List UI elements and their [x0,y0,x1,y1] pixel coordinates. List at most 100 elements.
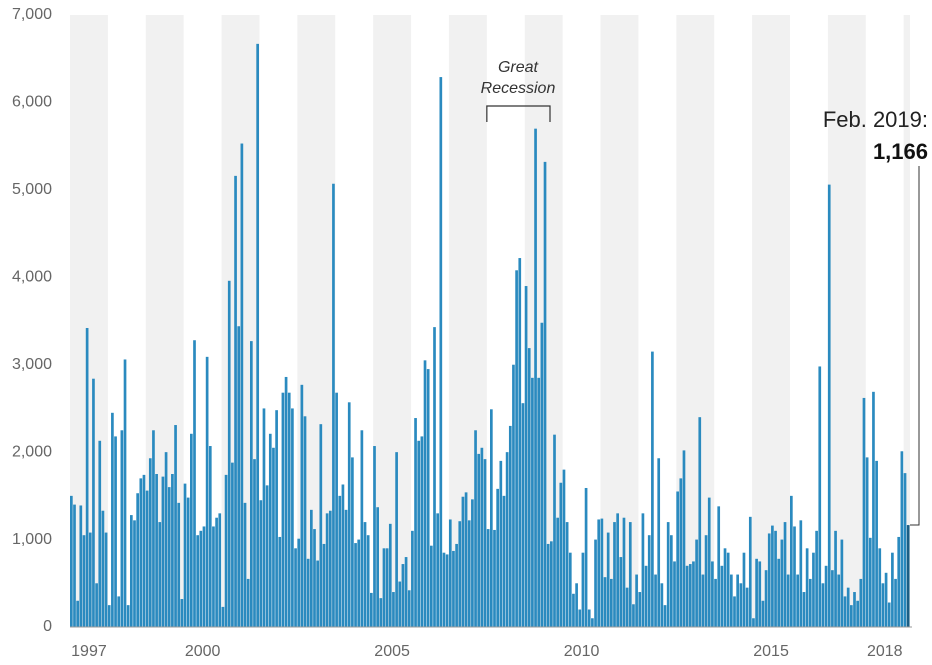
bar [670,535,673,627]
bar [726,552,730,627]
bar [373,446,376,627]
bar [755,558,758,627]
bar [341,484,345,627]
bar [550,541,553,627]
bar [287,392,291,627]
bar [777,558,781,627]
bar [439,77,443,628]
bar [878,548,882,627]
bar [464,492,468,627]
bar [215,517,218,627]
bar [837,574,841,627]
bar [799,520,803,627]
bar [208,446,212,627]
bar [164,452,168,627]
bar [651,351,654,627]
year-band [373,15,412,627]
bar [272,447,275,627]
bar [831,570,834,627]
bar [827,184,831,627]
y-tick-label: 4,000 [12,269,52,286]
bar [117,596,121,627]
bar [455,543,458,627]
bar [458,521,462,627]
bar [597,519,601,627]
bar [480,447,484,627]
bar [291,408,294,627]
bar [344,509,348,627]
bar [767,533,771,627]
bar [619,557,623,627]
year-band [600,15,639,627]
bar [486,529,490,627]
bar [891,552,894,627]
bar [644,565,648,627]
bar [717,506,721,627]
bar [748,516,752,627]
bar [531,377,534,627]
bar [707,497,711,627]
bar [875,460,878,627]
bar [139,478,143,627]
bar [666,522,670,627]
bar [92,378,95,627]
bar [448,519,452,627]
y-tick-label: 2,000 [12,443,52,460]
bar [556,517,559,627]
bar [474,430,477,627]
bar [265,485,269,627]
bar [313,529,316,627]
bar [515,270,518,627]
bar [546,543,550,627]
bar [600,518,604,627]
bar [657,458,661,627]
bar [568,552,572,627]
bar [695,539,698,627]
bar [906,525,910,627]
bar [900,451,904,627]
bar [404,557,408,627]
bar [903,473,907,627]
callout-text: Feb. 2019: [823,107,928,132]
bar [256,43,259,627]
year-band [827,15,866,627]
bar [174,425,177,627]
bar [167,487,171,627]
bar [234,175,237,627]
bar [395,452,398,627]
bar [442,552,446,627]
y-tick-label: 1,000 [12,531,52,548]
bar [401,564,405,627]
bar [521,403,525,627]
bar [221,606,225,627]
bar [152,430,155,627]
bar [436,513,439,627]
bar [663,605,667,627]
bar [537,377,541,627]
bar [821,583,825,627]
bar [894,578,897,627]
bar [104,532,108,627]
bar [376,507,379,627]
bar [467,520,471,627]
bar [610,578,613,627]
bar [79,505,83,627]
bar [603,577,607,627]
bar [625,587,629,627]
bar [682,450,686,627]
bar [483,459,487,627]
bar [262,408,266,627]
bar [673,561,676,627]
bar [363,522,367,627]
x-tick-label: 2018 [867,643,903,660]
x-tick-label: 2010 [564,643,600,660]
y-tick-label: 7,000 [12,6,52,23]
bar [846,587,850,627]
bar [543,161,547,627]
bar [148,458,152,627]
bar [752,618,755,627]
bar [704,535,708,627]
bar [398,581,402,627]
bar [818,366,822,627]
bar [730,574,733,627]
